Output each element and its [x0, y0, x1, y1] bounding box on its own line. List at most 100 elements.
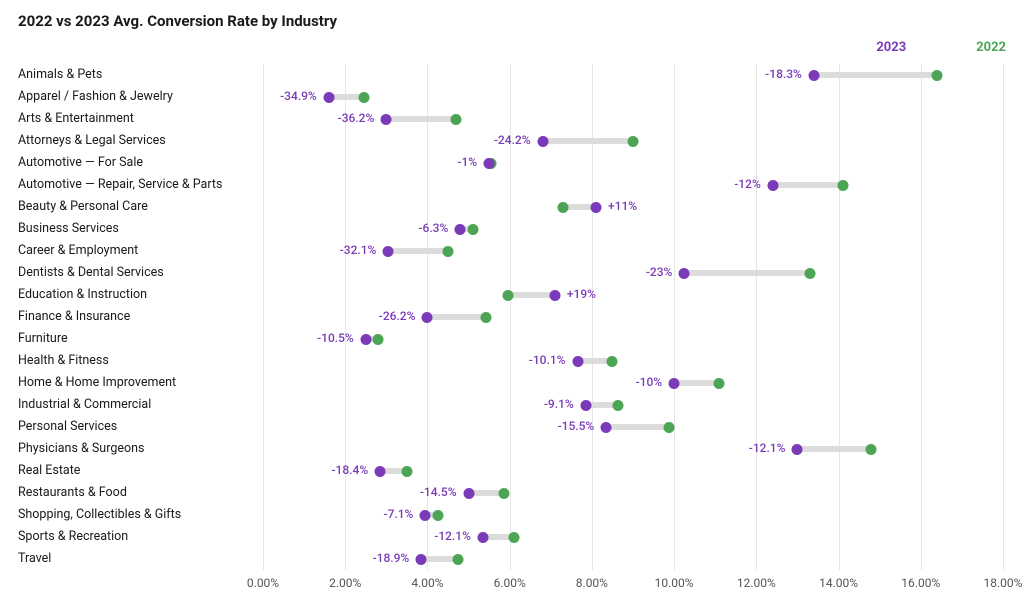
data-row: -15.5%	[263, 416, 1003, 438]
data-row: -10.1%	[263, 350, 1003, 372]
legend: 2023 2022	[876, 40, 1006, 55]
connector	[674, 380, 719, 386]
connector	[797, 446, 871, 452]
data-row: -23%	[263, 262, 1003, 284]
industry-label: Physicians & Surgeons	[18, 438, 144, 460]
pct-change-label: -10%	[636, 375, 663, 389]
dot-2023	[601, 422, 612, 433]
dot-2022	[502, 290, 513, 301]
pct-change-label: -34.9%	[280, 89, 317, 103]
pct-change-label: -24.2%	[494, 133, 531, 147]
dot-2022	[664, 422, 675, 433]
pct-change-label: -7.1%	[384, 507, 414, 521]
industry-label: Home & Home Improvement	[18, 372, 176, 394]
pct-change-label: -26.2%	[379, 309, 416, 323]
data-row: -12.1%	[263, 438, 1003, 460]
industry-label: Personal Services	[18, 416, 117, 438]
dot-2023	[669, 378, 680, 389]
dot-2022	[612, 400, 623, 411]
connector	[427, 314, 485, 320]
pct-change-label: +11%	[608, 199, 637, 213]
data-row: -10.5%	[263, 328, 1003, 350]
chart-area: 2023 2022 Animals & PetsApparel / Fashio…	[18, 40, 1006, 595]
dot-2022	[432, 510, 443, 521]
x-tick-label: 4.00%	[411, 576, 443, 590]
industry-label: Shopping, Collectibles & Gifts	[18, 504, 181, 526]
data-row: -26.2%	[263, 306, 1003, 328]
dot-2023	[808, 70, 819, 81]
connector	[386, 116, 456, 122]
industry-label: Travel	[18, 548, 51, 570]
chart-title: 2022 vs 2023 Avg. Conversion Rate by Ind…	[18, 12, 1006, 30]
dot-2022	[837, 180, 848, 191]
connector	[508, 292, 555, 298]
pct-change-label: -6.3%	[418, 221, 448, 235]
x-tick-label: 16.00%	[901, 576, 940, 590]
pct-change-label: -23%	[646, 265, 673, 279]
data-row: -18.4%	[263, 460, 1003, 482]
dot-2023	[767, 180, 778, 191]
dot-2022	[443, 246, 454, 257]
plot-region: -18.3% -34.9% -36.2% -24.2% -1% -12% +11% -6.3%…	[263, 64, 1003, 570]
data-row: -10%	[263, 372, 1003, 394]
pct-change-label: -18.9%	[373, 551, 410, 565]
pct-change-label: -9.1%	[544, 397, 574, 411]
pct-change-label: -14.5%	[420, 485, 457, 499]
legend-2023: 2023	[876, 40, 906, 55]
dot-2023	[572, 356, 583, 367]
dot-2023	[455, 224, 466, 235]
x-tick-label: 2.00%	[329, 576, 361, 590]
industry-label: Attorneys & Legal Services	[18, 130, 166, 152]
dot-2023	[792, 444, 803, 455]
data-row: -12%	[263, 174, 1003, 196]
connector	[388, 248, 448, 254]
dot-2023	[323, 92, 334, 103]
industry-label: Industrial & Commercial	[18, 394, 151, 416]
data-row: -18.9%	[263, 548, 1003, 570]
dot-2022	[358, 92, 369, 103]
x-tick-label: 0.00%	[247, 576, 279, 590]
data-row: -34.9%	[263, 86, 1003, 108]
connector	[773, 182, 843, 188]
dot-2022	[373, 334, 384, 345]
pct-change-label: -15.5%	[558, 419, 595, 433]
x-tick-label: 18.00%	[984, 576, 1023, 590]
dot-2023	[463, 488, 474, 499]
dot-2023	[381, 114, 392, 125]
dot-2023	[484, 158, 495, 169]
data-row: +19%	[263, 284, 1003, 306]
pct-change-label: -12.1%	[749, 441, 786, 455]
industry-label: Beauty & Personal Care	[18, 196, 148, 218]
gridline	[1003, 64, 1004, 570]
dot-2023	[422, 312, 433, 323]
x-axis: 0.00%2.00%4.00%6.00%8.00%10.00%12.00%14.…	[263, 574, 1003, 594]
dot-2023	[420, 510, 431, 521]
pct-change-label: -10.1%	[529, 353, 566, 367]
data-row: -6.3%	[263, 218, 1003, 240]
x-tick-label: 12.00%	[737, 576, 776, 590]
industry-label: Career & Employment	[18, 240, 138, 262]
x-tick-label: 14.00%	[819, 576, 858, 590]
industry-label: Apparel / Fashion & Jewelry	[18, 86, 173, 108]
industry-label: Business Services	[18, 218, 119, 240]
data-row: -14.5%	[263, 482, 1003, 504]
dot-2023	[580, 400, 591, 411]
connector	[684, 270, 809, 276]
dot-2022	[498, 488, 509, 499]
dot-2022	[932, 70, 943, 81]
industry-label: Education & Instruction	[18, 284, 147, 306]
data-row: -7.1%	[263, 504, 1003, 526]
industry-label: Arts & Entertainment	[18, 108, 134, 130]
industry-label: Finance & Insurance	[18, 306, 130, 328]
connector	[814, 72, 937, 78]
pct-change-label: -36.2%	[338, 111, 375, 125]
pct-change-label: -18.4%	[331, 463, 368, 477]
dot-2022	[804, 268, 815, 279]
pct-change-label: -10.5%	[317, 331, 354, 345]
x-tick-label: 8.00%	[576, 576, 608, 590]
dot-2023	[416, 554, 427, 565]
data-row: -18.3%	[263, 64, 1003, 86]
industry-label: Automotive — For Sale	[18, 152, 143, 174]
dot-2023	[360, 334, 371, 345]
pct-change-label: -1%	[457, 155, 477, 169]
